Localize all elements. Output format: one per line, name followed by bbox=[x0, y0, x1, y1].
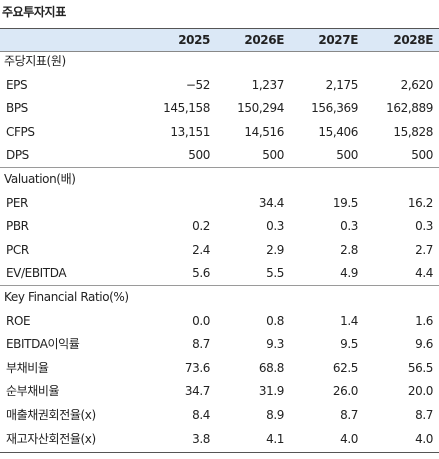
cell-value: 145,158 bbox=[163, 101, 210, 116]
cell-value: 2,620 bbox=[400, 77, 434, 92]
cell-value: 0.3 bbox=[266, 219, 284, 234]
cell-value: 2.9 bbox=[266, 242, 284, 257]
cell-value: 0.3 bbox=[340, 219, 358, 234]
cell-value: 73.6 bbox=[184, 360, 211, 375]
cell-value: 4.0 bbox=[415, 431, 433, 446]
section-label: Valuation(배) bbox=[4, 172, 76, 186]
cell-value: 15,406 bbox=[318, 124, 358, 139]
cell-value: 8.4 bbox=[192, 408, 210, 422]
cell-value: 1,237 bbox=[251, 77, 285, 92]
cell-value: 1.6 bbox=[415, 313, 433, 328]
cell-value: 500 bbox=[262, 148, 284, 163]
row-label: EV/EBITDA bbox=[6, 266, 67, 281]
header-row bbox=[0, 28, 439, 52]
cell-value: 68.8 bbox=[258, 360, 285, 375]
cell-value: 500 bbox=[188, 148, 210, 163]
cell-value: 8.9 bbox=[266, 408, 284, 422]
cell-value: 0.2 bbox=[192, 219, 210, 234]
row-label: ROE bbox=[6, 313, 31, 328]
row-label: 매출채권회전율(x) bbox=[6, 408, 96, 422]
cell-value: 14,516 bbox=[244, 124, 284, 139]
cell-value: 5.5 bbox=[266, 266, 284, 281]
row-label: EPS bbox=[6, 77, 28, 92]
cell-value: 2.4 bbox=[192, 242, 210, 257]
row-label: BPS bbox=[6, 101, 28, 116]
cell-value: 1.4 bbox=[340, 313, 358, 328]
cell-value: −52 bbox=[185, 77, 211, 92]
cell-value: 162,889 bbox=[386, 101, 433, 116]
cell-value: 0.0 bbox=[192, 313, 210, 328]
cell-value: 2.8 bbox=[340, 242, 358, 257]
cell-value: 9.5 bbox=[340, 337, 358, 352]
cell-value: 13,151 bbox=[170, 124, 210, 139]
row-label: CFPS bbox=[6, 124, 35, 139]
cell-value: 4.1 bbox=[266, 431, 284, 446]
column-header: 2027E bbox=[318, 33, 358, 47]
cell-value: 62.5 bbox=[332, 360, 359, 375]
cell-value: 3.8 bbox=[192, 431, 210, 446]
cell-value: 56.5 bbox=[407, 360, 434, 375]
cell-value: 500 bbox=[411, 148, 433, 163]
cell-value: 0.3 bbox=[415, 219, 433, 234]
row-label: 부채비율 bbox=[6, 360, 49, 375]
row-label: 순부채비율 bbox=[6, 384, 60, 399]
cell-value: 34.7 bbox=[184, 384, 211, 399]
cell-value: 500 bbox=[336, 148, 358, 163]
cell-value: 15,828 bbox=[393, 124, 433, 139]
section-divider bbox=[0, 167, 439, 168]
cell-value: 8.7 bbox=[415, 408, 433, 422]
row-label: PER bbox=[6, 195, 28, 210]
cell-value: 0.8 bbox=[266, 313, 284, 328]
cell-value: 4.0 bbox=[340, 431, 358, 446]
row-label: 재고자산회전율(x) bbox=[6, 431, 96, 446]
cell-value: 5.6 bbox=[192, 266, 210, 281]
table-bottom-border bbox=[0, 452, 439, 454]
section-divider bbox=[0, 285, 439, 286]
cell-value: 9.3 bbox=[266, 337, 284, 352]
row-label: EBITDA이익률 bbox=[6, 337, 80, 352]
cell-value: 156,369 bbox=[311, 101, 358, 116]
cell-value: 19.5 bbox=[332, 195, 359, 210]
cell-value: 2,175 bbox=[325, 77, 359, 92]
cell-value: 9.6 bbox=[415, 337, 433, 352]
cell-value: 31.9 bbox=[258, 384, 285, 399]
cell-value: 8.7 bbox=[192, 337, 210, 352]
section-label: 주당지표(원) bbox=[4, 54, 66, 68]
row-label: PCR bbox=[6, 242, 29, 257]
table-title: 주요투자지표 bbox=[2, 5, 66, 19]
cell-value: 34.4 bbox=[258, 195, 285, 210]
cell-value: 20.0 bbox=[407, 384, 434, 399]
cell-value: 150,294 bbox=[237, 101, 284, 116]
cell-value: 4.4 bbox=[415, 266, 433, 281]
row-label: DPS bbox=[6, 148, 29, 163]
cell-value: 26.0 bbox=[332, 384, 359, 399]
row-label: PBR bbox=[6, 219, 29, 234]
column-header: 2026E bbox=[244, 33, 284, 47]
cell-value: 16.2 bbox=[407, 195, 434, 210]
cell-value: 8.7 bbox=[340, 408, 358, 422]
column-header: 2025 bbox=[178, 33, 210, 47]
column-header: 2028E bbox=[393, 33, 433, 47]
cell-value: 2.7 bbox=[415, 242, 433, 257]
cell-value: 4.9 bbox=[340, 266, 358, 281]
section-label: Key Financial Ratio(%) bbox=[4, 290, 129, 304]
